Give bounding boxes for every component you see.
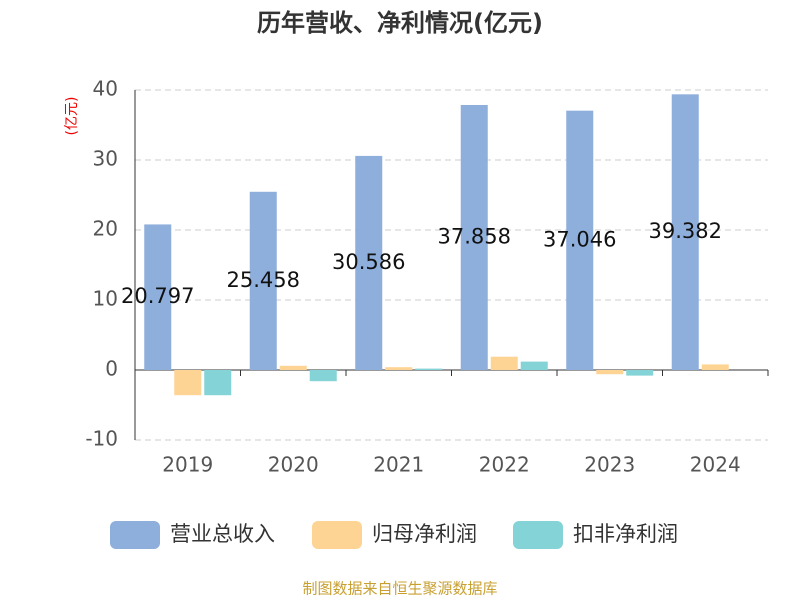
bar [490, 356, 518, 370]
x-tick-label: 2020 [268, 453, 319, 477]
bar [596, 370, 624, 375]
chart-title: 历年营收、净利情况(亿元) [257, 9, 543, 37]
bar [279, 365, 307, 370]
data-label: 39.382 [649, 219, 722, 243]
legend-label: 营业总收入 [170, 522, 275, 546]
bar [626, 370, 654, 376]
data-label: 37.858 [438, 224, 511, 248]
y-tick-label: -10 [85, 427, 118, 451]
x-tick-label: 2024 [690, 453, 741, 477]
x-tick-label: 2021 [373, 453, 424, 477]
y-tick-label: 0 [105, 357, 118, 381]
x-tick-label: 2023 [584, 453, 635, 477]
data-label: 30.586 [332, 250, 405, 274]
bar [671, 94, 699, 371]
bar [355, 155, 383, 370]
y-axis-label: (亿元) [64, 97, 80, 136]
bar [309, 370, 337, 382]
y-tick-label: 20 [93, 217, 118, 241]
y-tick-label: 40 [93, 77, 118, 101]
bar [415, 368, 443, 370]
source-note: 制图数据来自恒生聚源数据库 [302, 580, 497, 598]
y-tick-label: 30 [93, 147, 118, 171]
legend-item[interactable]: 扣非净利润 [513, 521, 678, 549]
data-label: 20.797 [121, 284, 194, 308]
bar [701, 364, 729, 370]
data-label: 37.046 [543, 227, 616, 251]
bar [144, 224, 172, 370]
legend-item[interactable]: 营业总收入 [110, 521, 275, 549]
x-tick-label: 2022 [479, 453, 530, 477]
bar [460, 104, 488, 370]
bar [249, 191, 277, 370]
legend-swatch [110, 521, 160, 549]
legend-label: 归母净利润 [372, 522, 477, 546]
x-tick-label: 2019 [162, 453, 213, 477]
bar [174, 370, 202, 396]
bar [385, 367, 413, 370]
bar [204, 370, 232, 396]
data-label: 25.458 [227, 268, 300, 292]
bar [566, 110, 594, 370]
legend-label: 扣非净利润 [573, 522, 678, 546]
legend-item[interactable]: 归母净利润 [312, 521, 477, 549]
legend-swatch [312, 521, 362, 549]
y-tick-label: 10 [93, 287, 118, 311]
legend-swatch [513, 521, 563, 549]
bar [520, 361, 548, 370]
